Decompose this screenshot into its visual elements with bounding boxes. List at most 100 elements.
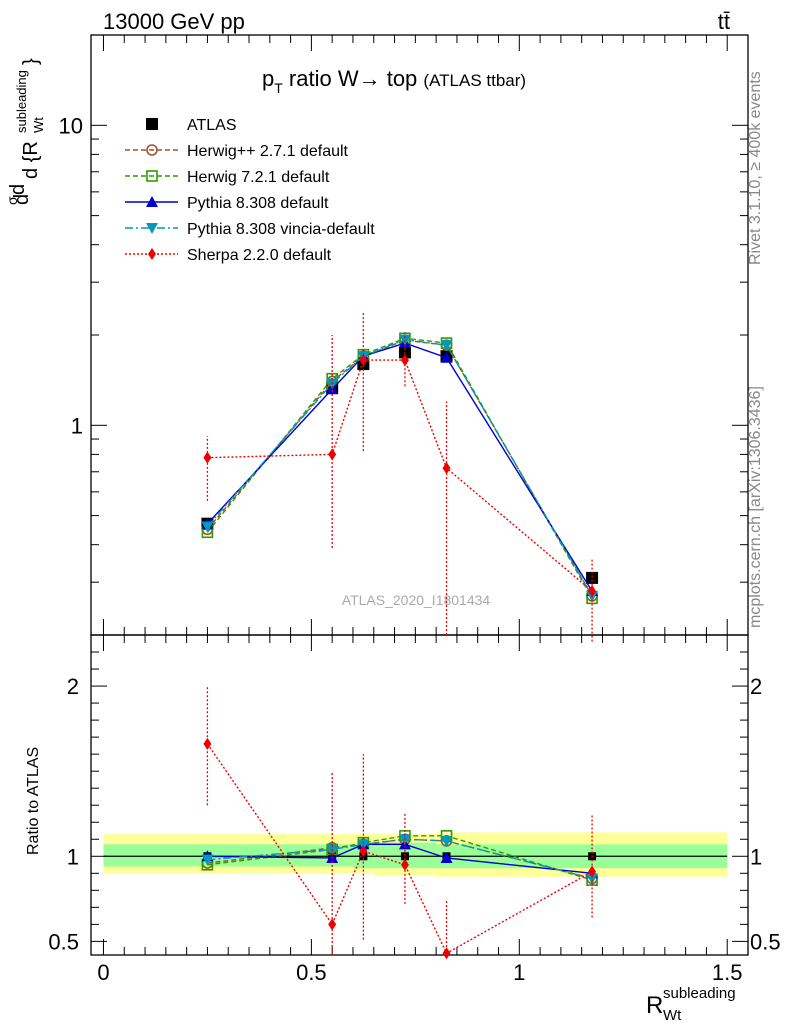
legend-entry-2: Herwig 7.2.1 default	[125, 169, 330, 186]
legend-entry-5: Sherpa 2.2.0 default	[125, 247, 332, 264]
main-point	[203, 451, 212, 464]
ratio-point	[357, 839, 370, 851]
svg-text:Wt: Wt	[31, 117, 46, 133]
main-ytick-label: 1	[71, 413, 83, 438]
main-series-group	[201, 311, 599, 642]
main-point	[398, 334, 411, 346]
ratio-series-group	[201, 686, 599, 960]
ratio-ytick-label-right: 0.5	[750, 929, 781, 954]
ratio-series-4	[203, 686, 597, 960]
main-series-line	[207, 359, 593, 592]
main-point	[201, 521, 214, 533]
main-point	[586, 571, 599, 584]
legend-marker	[146, 196, 158, 207]
ratio-ytick-label: 1	[67, 844, 79, 869]
legend-entry-3: Pythia 8.308 default	[125, 195, 329, 212]
main-point	[440, 340, 453, 352]
title-small: (ATLAS ttbar)	[423, 71, 526, 90]
main-point	[400, 354, 409, 367]
svg-text:d {R: d {R	[20, 141, 42, 179]
main-point	[442, 462, 451, 475]
energy-label: 13000 GeV pp	[103, 9, 245, 34]
legend-marker	[146, 144, 158, 156]
title-rest: ratio W→ top	[283, 66, 417, 91]
legend-entry-0: ATLAS	[146, 117, 237, 134]
svg-text:subleading: subleading	[14, 70, 29, 133]
mcplots-label: mcplots.cern.ch [arXiv:1306.3436]	[747, 386, 764, 628]
main-series-line	[206, 339, 593, 597]
main-series-3	[201, 337, 599, 597]
legend-label: Herwig++ 2.7.1 default	[187, 143, 349, 160]
ratio-point	[586, 873, 599, 885]
main-point	[440, 351, 453, 363]
ratio-point	[440, 851, 453, 863]
legend-label: Pythia 8.308 vincia-default	[187, 221, 375, 238]
svg-text:pT ratio W→ top (ATLAS ttbar): pT ratio W→ top (ATLAS ttbar)	[262, 66, 526, 96]
svg-text:d: d	[11, 194, 33, 205]
legend-marker	[146, 170, 158, 182]
ratio-series-line	[206, 743, 593, 955]
ratio-point	[442, 947, 451, 960]
ratio-frame	[90, 634, 749, 956]
xlabel-sub: Wt	[663, 1007, 682, 1024]
main-series-5	[203, 311, 597, 642]
svg-text:}: }	[20, 58, 42, 65]
process-label: tt̄	[718, 9, 730, 34]
ratio-point	[400, 858, 409, 871]
legend-entry-1: Herwig++ 2.7.1 default	[125, 143, 349, 160]
legend-marker	[146, 118, 158, 130]
main-series-1	[201, 334, 598, 602]
band-inner-0	[103, 844, 353, 867]
main-series-2	[201, 332, 598, 605]
ratio-ylabel: Ratio to ATLAS	[25, 747, 42, 855]
ratio-axes: 0.5 0.5 1 1 2 2 0 0.5 1 1.5	[48, 35, 781, 985]
main-series-line	[206, 337, 593, 599]
ratio-ytick-label: 2	[67, 674, 79, 699]
legend-label: ATLAS	[187, 117, 237, 134]
ratio-bands	[103, 832, 728, 877]
ratio-point	[440, 835, 453, 847]
main-point	[359, 354, 368, 367]
rivet-label: Rivet 3.1.10, ≥ 400k events	[747, 71, 764, 265]
title-p-sub: T	[274, 80, 283, 96]
xtick-label: 0	[97, 960, 109, 985]
legend-marker	[146, 223, 158, 234]
xaxis-label: R subleading Wt	[646, 985, 736, 1024]
svg-text:d: d	[7, 184, 29, 195]
plot-title: pT ratio W→ top (ATLAS ttbar)	[262, 66, 526, 96]
main-point	[328, 448, 337, 461]
legend-label: Sherpa 2.2.0 default	[187, 247, 332, 264]
legend-label: Pythia 8.308 default	[187, 195, 329, 212]
legend-entry-4: Pythia 8.308 vincia-default	[125, 221, 375, 238]
ratio-ytick-label-right: 1	[750, 844, 762, 869]
ratio-ytick-label: 0.5	[48, 929, 79, 954]
title-p: p	[262, 66, 274, 91]
watermark: ATLAS_2020_I1801434	[342, 592, 491, 608]
xlabel-main: R	[646, 992, 663, 1019]
legend: ATLAS Herwig++ 2.7.1 default Herwig 7.2.1 …	[125, 117, 375, 264]
main-series-4	[201, 334, 599, 602]
main-ylabel: d σ d d {R subleading Wt }	[4, 58, 46, 205]
ratio-point	[328, 918, 337, 931]
ratio-series-3	[201, 834, 599, 885]
ratio-series-line	[207, 838, 593, 880]
ratio-point	[359, 845, 368, 858]
ratio-series-line	[207, 835, 593, 881]
ratio-ytick-label-right: 2	[750, 674, 762, 699]
xtick-label: 0.5	[296, 960, 327, 985]
ratio-point	[201, 854, 214, 866]
xlabel-sup: subleading	[663, 985, 736, 1002]
xtick-label: 1	[513, 960, 525, 985]
legend-marker	[148, 248, 156, 260]
ratio-point	[203, 737, 212, 750]
legend-label: Herwig 7.2.1 default	[187, 169, 330, 186]
svg-text:σ: σ	[4, 196, 20, 205]
main-series-line	[206, 342, 593, 592]
ratio-series-line	[207, 843, 593, 874]
ratio-point	[400, 852, 409, 861]
ratio-point	[588, 865, 597, 878]
main-ytick-label: 10	[59, 113, 83, 138]
xtick-label: 1.5	[712, 960, 743, 985]
main-series-line	[206, 338, 593, 597]
